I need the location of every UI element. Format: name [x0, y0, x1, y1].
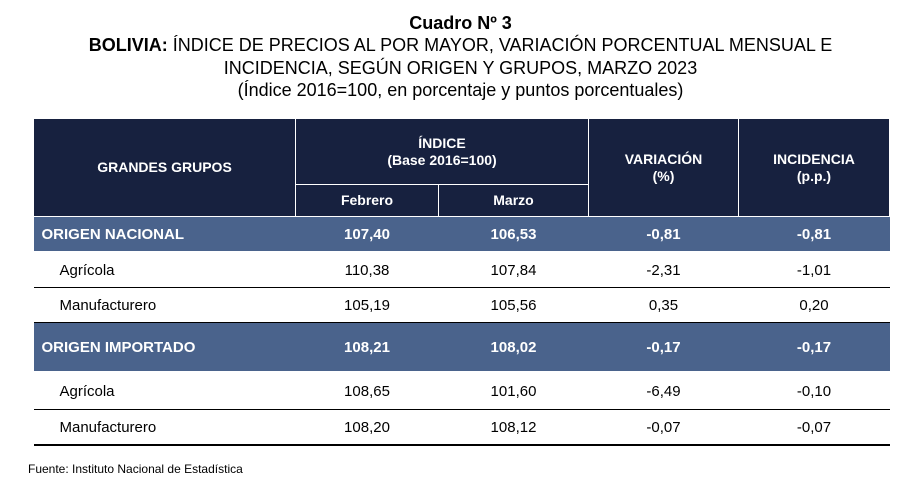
- table-number: Cuadro Nº 3: [409, 13, 512, 33]
- cell-incidencia: -0,17: [738, 322, 890, 373]
- cell-incidencia: -0,81: [738, 216, 890, 253]
- cell-marzo: 108,12: [438, 409, 589, 446]
- row-label: Manufacturero: [33, 287, 296, 323]
- title-line-3: INCIDENCIA, SEGÚN ORIGEN Y GRUPOS, MARZO…: [223, 58, 698, 78]
- header-indice: ÍNDICE (Base 2016=100): [295, 118, 589, 185]
- row-label: Agrícola: [33, 372, 296, 410]
- row-label: ORIGEN IMPORTADO: [33, 322, 296, 373]
- cell-febrero: 108,21: [295, 322, 439, 373]
- table-row: Agrícola 108,65 101,60 -6,49 -0,10: [33, 372, 890, 410]
- price-index-table: GRANDES GRUPOS ÍNDICE (Base 2016=100) VAR…: [33, 118, 890, 446]
- cell-marzo: 107,84: [438, 252, 589, 288]
- cell-febrero: 107,40: [295, 216, 439, 253]
- table-row: Manufacturero 105,19 105,56 0,35 0,20: [33, 287, 890, 323]
- row-label: Manufacturero: [33, 409, 296, 446]
- cell-marzo: 105,56: [438, 287, 589, 323]
- cell-marzo: 101,60: [438, 372, 589, 410]
- header-incidencia: INCIDENCIA (p.p.): [738, 118, 890, 217]
- header-marzo: Marzo: [438, 184, 589, 217]
- table-row: Agrícola 110,38 107,84 -2,31 -1,01: [33, 252, 890, 288]
- cell-febrero: 110,38: [295, 252, 439, 288]
- cell-incidencia: 0,20: [738, 287, 890, 323]
- header-variacion: VARIACIÓN (%): [588, 118, 739, 217]
- header-febrero: Febrero: [295, 184, 439, 217]
- title-block: Cuadro Nº 3 BOLIVIA: ÍNDICE DE PRECIOS A…: [0, 12, 921, 101]
- title-line-2: BOLIVIA: ÍNDICE DE PRECIOS AL POR MAYOR,…: [0, 34, 921, 57]
- title-line-2-text: ÍNDICE DE PRECIOS AL POR MAYOR, VARIACIÓ…: [167, 35, 833, 55]
- cell-incidencia: -0,10: [738, 372, 890, 410]
- cell-incidencia: -0,07: [738, 409, 890, 446]
- cell-febrero: 105,19: [295, 287, 439, 323]
- cell-variacion: -2,31: [588, 252, 739, 288]
- title-subtitle: (Índice 2016=100, en porcentaje y puntos…: [237, 80, 684, 100]
- cell-marzo: 106,53: [438, 216, 589, 253]
- table-row: ORIGEN IMPORTADO 108,21 108,02 -0,17 -0,…: [33, 322, 890, 373]
- cell-variacion: -0,07: [588, 409, 739, 446]
- table-row: Manufacturero 108,20 108,12 -0,07 -0,07: [33, 409, 890, 446]
- source-note: Fuente: Instituto Nacional de Estadístic…: [28, 462, 243, 476]
- header-groups: GRANDES GRUPOS: [33, 118, 296, 217]
- cell-marzo: 108,02: [438, 322, 589, 373]
- row-label: Agrícola: [33, 252, 296, 288]
- country-label: BOLIVIA:: [88, 35, 168, 55]
- row-label: ORIGEN NACIONAL: [33, 216, 296, 253]
- cell-variacion: -6,49: [588, 372, 739, 410]
- cell-incidencia: -1,01: [738, 252, 890, 288]
- cell-febrero: 108,20: [295, 409, 439, 446]
- table-row: ORIGEN NACIONAL 107,40 106,53 -0,81 -0,8…: [33, 216, 890, 253]
- cell-variacion: -0,17: [588, 322, 739, 373]
- cell-febrero: 108,65: [295, 372, 439, 410]
- cell-variacion: -0,81: [588, 216, 739, 253]
- cell-variacion: 0,35: [588, 287, 739, 323]
